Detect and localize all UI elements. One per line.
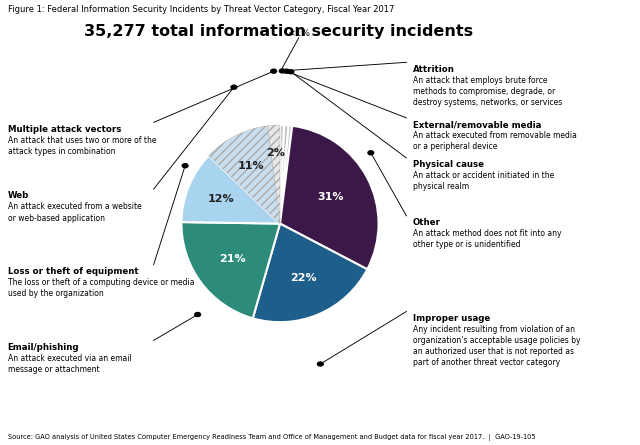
Text: An attack method does not fit into any
other type or is unidentified: An attack method does not fit into any o…	[413, 229, 561, 249]
Text: Any incident resulting from violation of an
organization's acceptable usage poli: Any incident resulting from violation of…	[413, 325, 580, 367]
Wedge shape	[268, 125, 280, 223]
Wedge shape	[280, 125, 292, 223]
Wedge shape	[182, 222, 280, 318]
Text: 21%: 21%	[219, 254, 246, 264]
Wedge shape	[280, 126, 379, 269]
Text: Source: GAO analysis of United States Computer Emergency Readiness Team and Offi: Source: GAO analysis of United States Co…	[8, 434, 535, 441]
Text: An attack executed from a website
or web-based application: An attack executed from a website or web…	[8, 202, 141, 222]
Text: Loss or theft of equipment: Loss or theft of equipment	[8, 267, 138, 276]
Text: 31%: 31%	[317, 192, 344, 202]
Text: Attrition: Attrition	[413, 65, 454, 73]
Text: Email/phishing: Email/phishing	[8, 343, 79, 352]
Text: Other: Other	[413, 218, 441, 227]
Wedge shape	[280, 125, 284, 223]
Text: The loss or theft of a computing device or media
used by the organization: The loss or theft of a computing device …	[8, 278, 194, 298]
Text: External/removable media: External/removable media	[413, 120, 541, 129]
Text: Web: Web	[8, 191, 29, 200]
Wedge shape	[280, 125, 289, 223]
Text: 11%: 11%	[238, 162, 264, 171]
Text: An attack executed via an email
message or attachment: An attack executed via an email message …	[8, 354, 131, 374]
Wedge shape	[209, 126, 280, 223]
Text: 35,277 total information security incidents: 35,277 total information security incide…	[84, 24, 473, 40]
Text: 12%: 12%	[207, 194, 234, 204]
Text: Figure 1: Federal Information Security Incidents by Threat Vector Category, Fisc: Figure 1: Federal Information Security I…	[8, 5, 394, 14]
Text: An attack that employs brute force
methods to compromise, degrade, or
destroy sy: An attack that employs brute force metho…	[413, 76, 562, 107]
Text: 2%: 2%	[266, 148, 285, 158]
Text: 22%: 22%	[290, 273, 317, 283]
Text: An attack that uses two or more of the
attack types in combination: An attack that uses two or more of the a…	[8, 136, 156, 156]
Text: An attack or accident initiated in the
physical realm: An attack or accident initiated in the p…	[413, 171, 554, 191]
Text: Physical cause: Physical cause	[413, 160, 484, 169]
Wedge shape	[253, 223, 367, 322]
Text: Improper usage: Improper usage	[413, 314, 490, 323]
Text: An attack executed from removable media
or a peripheral device: An attack executed from removable media …	[413, 131, 577, 151]
Text: Multiple attack vectors: Multiple attack vectors	[8, 125, 121, 134]
Wedge shape	[182, 156, 280, 223]
Text: <1%: <1%	[288, 29, 310, 38]
